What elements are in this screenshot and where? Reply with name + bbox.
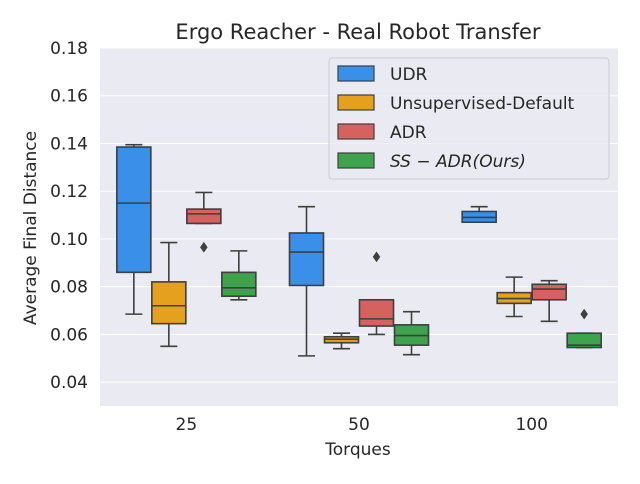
y-tick-label: 0.04 (50, 373, 88, 393)
y-tick-label: 0.10 (50, 230, 88, 250)
x-tick-label: 25 (176, 415, 198, 435)
x-tick-label: 100 (515, 415, 547, 435)
box-plot (461, 205, 497, 224)
box-plot (323, 332, 360, 350)
box-iqr (288, 232, 325, 287)
box-plot (186, 191, 222, 253)
box-iqr (186, 208, 222, 225)
box-plot (496, 276, 532, 318)
chart-title: Ergo Reacher - Real Robot Transfer (175, 20, 540, 44)
legend-label: SS − ADR(Ours) (390, 152, 526, 172)
outlier-point (372, 251, 381, 263)
box-iqr (566, 332, 602, 349)
y-tick-label: 0.12 (50, 182, 88, 202)
y-tick-label: 0.14 (50, 134, 88, 154)
boxes (116, 143, 602, 357)
x-tick-labels: 25 50 100 (176, 415, 548, 435)
legend-swatch (337, 94, 375, 111)
y-tick-labels: 0.04 0.06 0.08 0.10 0.12 0.14 0.16 0.18 (50, 39, 88, 393)
legend-swatch (337, 152, 375, 169)
legend-label: Unsupervised-Default (390, 94, 575, 114)
y-tick-label: 0.08 (50, 278, 88, 298)
box-iqr (151, 281, 187, 325)
x-axis-label: Torques (324, 440, 391, 460)
legend-label: UDR (390, 65, 428, 85)
y-tick-label: 0.18 (50, 39, 88, 59)
box-plot (288, 205, 325, 357)
box-plot (531, 279, 567, 323)
box-plot (221, 250, 257, 301)
y-tick-label: 0.16 (50, 87, 88, 107)
legend-items: UDR Unsupervised-Default ADR SS − ADR(Ours) (337, 65, 575, 172)
outlier-point (200, 241, 208, 253)
box-plot (393, 310, 430, 356)
box-plot (116, 143, 152, 315)
legend-frame (328, 57, 610, 180)
y-tick-label: 0.06 (50, 325, 88, 345)
box-iqr (358, 298, 395, 327)
legend-swatch (337, 65, 375, 82)
legend-swatch (337, 123, 375, 140)
box-plot (151, 241, 187, 348)
box-iqr (116, 146, 152, 274)
y-axis-label: Average Final Distance (21, 131, 41, 325)
legend: UDR Unsupervised-Default ADR SS − ADR(Ours) (328, 57, 610, 180)
box-iqr (221, 271, 257, 298)
legend-label: ADR (390, 123, 427, 143)
box-iqr (531, 283, 567, 301)
box-plot (358, 251, 395, 336)
outlier-point (580, 308, 588, 320)
box-plot (566, 308, 602, 349)
x-tick-label: 50 (348, 415, 370, 435)
